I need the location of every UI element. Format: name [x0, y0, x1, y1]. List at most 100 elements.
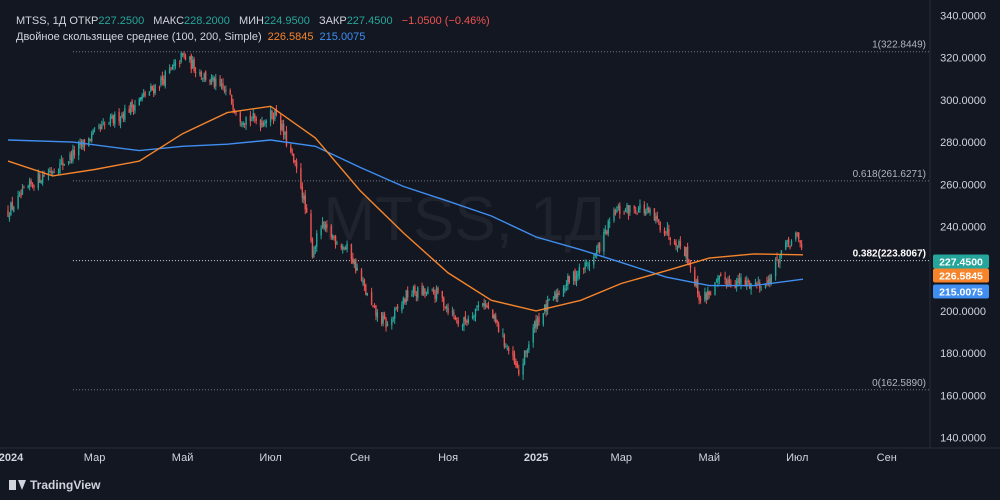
x-tick-label: 2024	[0, 452, 24, 464]
chart-legend: MTSS, 1Д ОТКР227.2500 МАКС228.2000 МИН22…	[16, 13, 490, 45]
candle-body	[727, 279, 729, 287]
candle-body	[210, 77, 213, 84]
candle-body	[69, 153, 71, 161]
candle-body	[92, 130, 94, 135]
candle-body	[797, 232, 800, 240]
candle-body	[310, 213, 312, 241]
candle-body	[645, 210, 647, 215]
candle-body	[787, 238, 790, 245]
candle-body	[624, 209, 627, 212]
candle-body	[598, 243, 601, 252]
candle-body	[193, 59, 195, 72]
candle-body	[189, 56, 191, 60]
candle-body	[577, 274, 579, 278]
candle-body	[219, 78, 221, 86]
candle-body	[513, 354, 516, 363]
candle-body	[124, 108, 126, 120]
candle-body	[291, 153, 293, 155]
candle-body	[614, 211, 617, 215]
candle-body	[164, 71, 166, 86]
candle-body	[649, 209, 651, 213]
candle-body	[533, 321, 536, 329]
candle-body	[28, 180, 31, 187]
candle-body	[613, 209, 615, 221]
candle-body	[776, 257, 778, 259]
candle-body	[33, 185, 35, 188]
candle-body	[331, 235, 334, 239]
candle-body	[557, 292, 559, 298]
candle-body	[735, 280, 738, 288]
candle-body	[548, 298, 550, 301]
candle-body	[295, 161, 298, 169]
candle-body	[220, 83, 223, 86]
high-value: 228.2000	[184, 15, 230, 27]
candle-body	[8, 216, 11, 219]
y-tick-label: 140.0000	[940, 432, 986, 444]
candle-body	[643, 204, 646, 213]
candle-body	[626, 204, 628, 209]
symbol-label[interactable]: MTSS, 1Д	[16, 15, 67, 27]
candle-body	[676, 248, 679, 250]
candle-body	[637, 208, 640, 213]
candle-body	[301, 186, 304, 198]
candle-body	[790, 240, 793, 246]
candle-body	[324, 224, 327, 230]
candle-body	[259, 120, 262, 127]
candle-body	[492, 310, 494, 319]
candle-body	[103, 124, 106, 126]
tradingview-brand[interactable]: TradingView	[9, 478, 100, 492]
candle-body	[99, 126, 102, 129]
candle-body	[737, 278, 739, 283]
candle-body	[424, 289, 426, 294]
x-tick-label: Сен	[877, 452, 897, 464]
candle-body	[568, 276, 570, 283]
fib-level-label: 0(162.5890)	[872, 378, 926, 389]
candle-body	[583, 267, 585, 270]
ma-indicator-title[interactable]: Двойное скользящее среднее (100, 200, Si…	[16, 31, 262, 43]
candle-body	[432, 289, 435, 294]
candle-body	[655, 216, 657, 221]
candle-body	[487, 306, 490, 309]
candle-body	[108, 123, 110, 125]
candle-body	[41, 174, 44, 183]
price-tag-label: 227.4500	[939, 257, 983, 269]
x-tick-label: Июл	[259, 452, 281, 464]
candle-body	[311, 239, 314, 258]
candle-body	[750, 283, 752, 290]
y-tick-label: 300.0000	[940, 95, 986, 107]
candle-body	[503, 334, 506, 347]
candle-body	[402, 298, 405, 304]
candle-body	[59, 162, 61, 174]
candle-body	[280, 115, 282, 131]
candle-body	[326, 224, 328, 228]
candle-body	[688, 260, 690, 264]
candle-body	[636, 213, 638, 215]
candle-body	[454, 316, 456, 320]
candle-body	[180, 52, 182, 62]
candle-body	[505, 346, 507, 348]
candle-body	[578, 267, 581, 275]
candle-body	[23, 187, 25, 189]
candle-body	[528, 344, 530, 351]
candle-body	[93, 127, 96, 129]
candle-body	[98, 125, 100, 127]
candle-body	[7, 210, 9, 217]
candle-body	[284, 132, 286, 135]
candle-body	[770, 275, 772, 283]
candle-body	[316, 233, 318, 247]
candle-body	[121, 113, 123, 118]
candle-body	[181, 53, 184, 55]
candle-body	[463, 317, 465, 327]
price-tag-label: 215.0075	[939, 287, 983, 299]
candle-body	[718, 276, 721, 280]
candle-body	[658, 219, 660, 222]
candle-body	[128, 108, 130, 113]
candle-body	[744, 279, 747, 285]
candle-body	[179, 62, 181, 64]
candle-body	[204, 71, 207, 80]
candle-body	[447, 307, 449, 313]
candle-body	[134, 104, 136, 111]
candle-body	[60, 160, 63, 162]
candle-body	[264, 123, 266, 124]
